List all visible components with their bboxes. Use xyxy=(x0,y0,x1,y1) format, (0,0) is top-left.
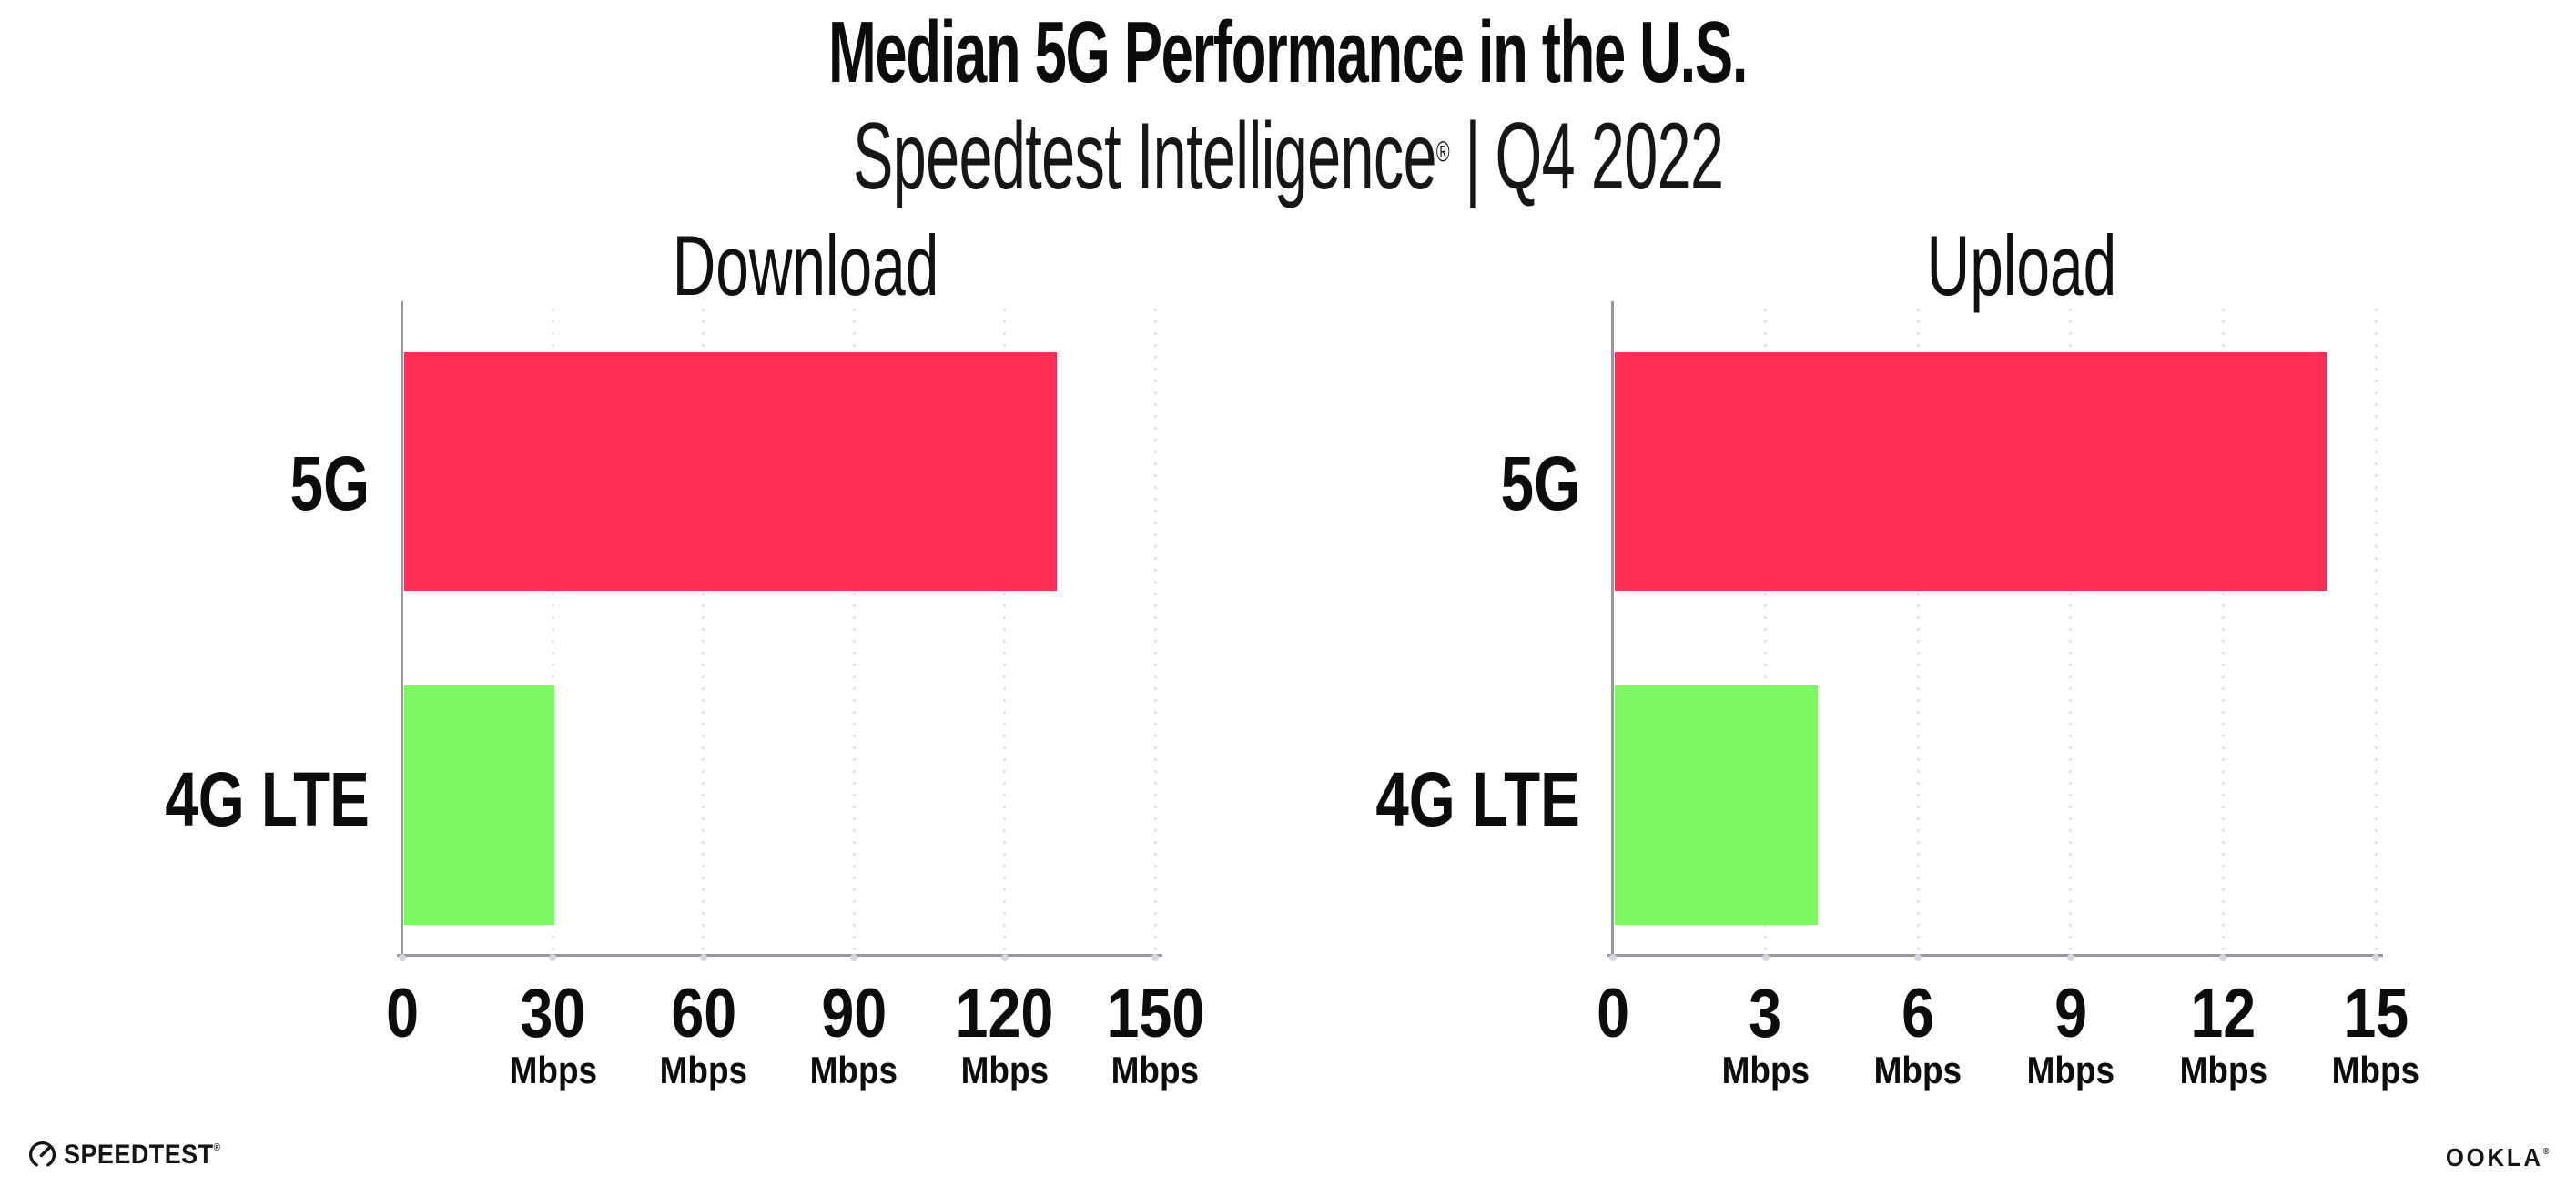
x-tick-unit-label: Mbps xyxy=(1111,1049,1200,1091)
x-tick-label: 9 xyxy=(2054,975,2087,1052)
page-title: Median 5G Performance in the U.S. xyxy=(0,4,2576,101)
gridline xyxy=(551,309,554,954)
category-label-4g-lte: 4G LTE xyxy=(1375,756,1580,842)
axis-tick-dot xyxy=(699,954,707,961)
ookla-logo: OOKLA® xyxy=(2437,1145,2549,1171)
page-subtitle: Speedtest Intelligence® | Q4 2022 xyxy=(0,107,2576,207)
x-tick-unit-label: Mbps xyxy=(1721,1049,1810,1091)
gridline xyxy=(852,309,856,954)
ticks-layer: 0 3 Mbps 6 Mbps 9 Mbps 12 Mbps 15 Mbps xyxy=(1597,309,2419,1090)
x-tick-label: 150 xyxy=(1106,975,1204,1052)
x-tick-label: 0 xyxy=(386,975,419,1052)
gridline xyxy=(1764,309,1768,954)
gridline xyxy=(1003,309,1007,954)
x-tick-label: 6 xyxy=(1902,975,1935,1052)
x-tick-label: 15 xyxy=(2343,975,2409,1052)
x-tick-unit-label: Mbps xyxy=(809,1049,898,1091)
download-chart: Download 5G 4G LTE 0 30 Mbps 60 Mbps 90 Mbps 12… xyxy=(166,223,1204,1090)
ticks-layer: 0 30 Mbps 60 Mbps 90 Mbps 120 Mbps 150 Mbps xyxy=(386,309,1204,1090)
download-chart-title: Download xyxy=(673,218,939,313)
x-tick-label: 90 xyxy=(821,975,887,1052)
x-tick-label: 12 xyxy=(2190,975,2257,1052)
x-tick-unit-label: Mbps xyxy=(1873,1049,1962,1091)
x-axis-line xyxy=(397,954,1162,957)
category-label-4g-lte: 4G LTE xyxy=(165,756,370,842)
gridline xyxy=(1916,309,1920,954)
gridline xyxy=(2374,309,2378,954)
bar-5g-download xyxy=(404,352,1057,591)
x-tick-unit-label: Mbps xyxy=(2331,1049,2420,1091)
speedtest-wordmark: SPEEDTEST® xyxy=(64,1139,220,1170)
x-tick-unit-label: Mbps xyxy=(2026,1049,2115,1091)
category-label-5g: 5G xyxy=(289,441,370,526)
x-tick-label: 30 xyxy=(520,975,586,1052)
subtitle-period: Q4 2022 xyxy=(1495,104,1724,209)
gridline xyxy=(702,309,705,954)
speedtest-registered-mark: ® xyxy=(213,1141,220,1153)
registered-mark: ® xyxy=(1435,136,1450,168)
x-tick-label: 120 xyxy=(955,975,1054,1052)
x-tick-unit-label: Mbps xyxy=(2179,1049,2267,1091)
bar-4g-lte-download xyxy=(404,685,555,925)
upload-chart-title: Upload xyxy=(1926,218,2117,313)
y-axis-line xyxy=(1611,301,1614,957)
x-tick-unit-label: Mbps xyxy=(509,1049,597,1091)
x-tick-unit-label: Mbps xyxy=(659,1049,748,1091)
axis-tick-dot xyxy=(549,954,557,961)
subtitle-separator: | xyxy=(1465,104,1480,209)
ookla-wordmark: OOKLA® xyxy=(2445,1143,2549,1172)
axis-tick-dot xyxy=(399,954,406,961)
axis-tick-dot xyxy=(1761,954,1770,961)
bar-4g-lte-upload xyxy=(1615,685,1819,925)
page-title-text: Median 5G Performance in the U.S. xyxy=(828,4,1749,101)
speedtest-logo: SPEEDTEST® xyxy=(27,1140,238,1170)
axis-tick-dot xyxy=(1609,954,1617,961)
category-label-5g: 5G xyxy=(1500,441,1580,526)
axis-tick-dot xyxy=(1000,954,1009,961)
y-axis-line xyxy=(401,301,403,957)
axis-tick-dot xyxy=(2372,954,2379,961)
x-axis-line xyxy=(1607,954,2383,957)
axis-tick-dot xyxy=(1914,954,1922,961)
grid-layer xyxy=(402,309,1157,955)
speedtest-gauge-icon xyxy=(28,1141,56,1169)
axis-tick-dot xyxy=(850,954,858,961)
gridline xyxy=(1153,309,1157,954)
ookla-registered-mark: ® xyxy=(2542,1147,2549,1157)
subtitle-brand: Speedtest Intelligence xyxy=(852,104,1437,209)
x-tick-label: 0 xyxy=(1597,975,1629,1052)
bar-5g-upload xyxy=(1615,352,2328,591)
upload-chart: Upload 5G 4G LTE 0 3 Mbps 6 Mbps 9 Mbps 12 Mbps 1… xyxy=(1376,223,2420,1090)
grid-layer xyxy=(1613,309,2378,955)
gridline xyxy=(2221,309,2225,954)
gridline xyxy=(2069,309,2073,954)
axis-tick-dot xyxy=(2219,954,2227,961)
axis-tick-dot xyxy=(2066,954,2074,961)
x-tick-label: 60 xyxy=(670,975,736,1052)
x-tick-unit-label: Mbps xyxy=(960,1049,1049,1091)
x-tick-label: 3 xyxy=(1749,975,1782,1052)
axis-tick-dot xyxy=(1151,954,1159,961)
